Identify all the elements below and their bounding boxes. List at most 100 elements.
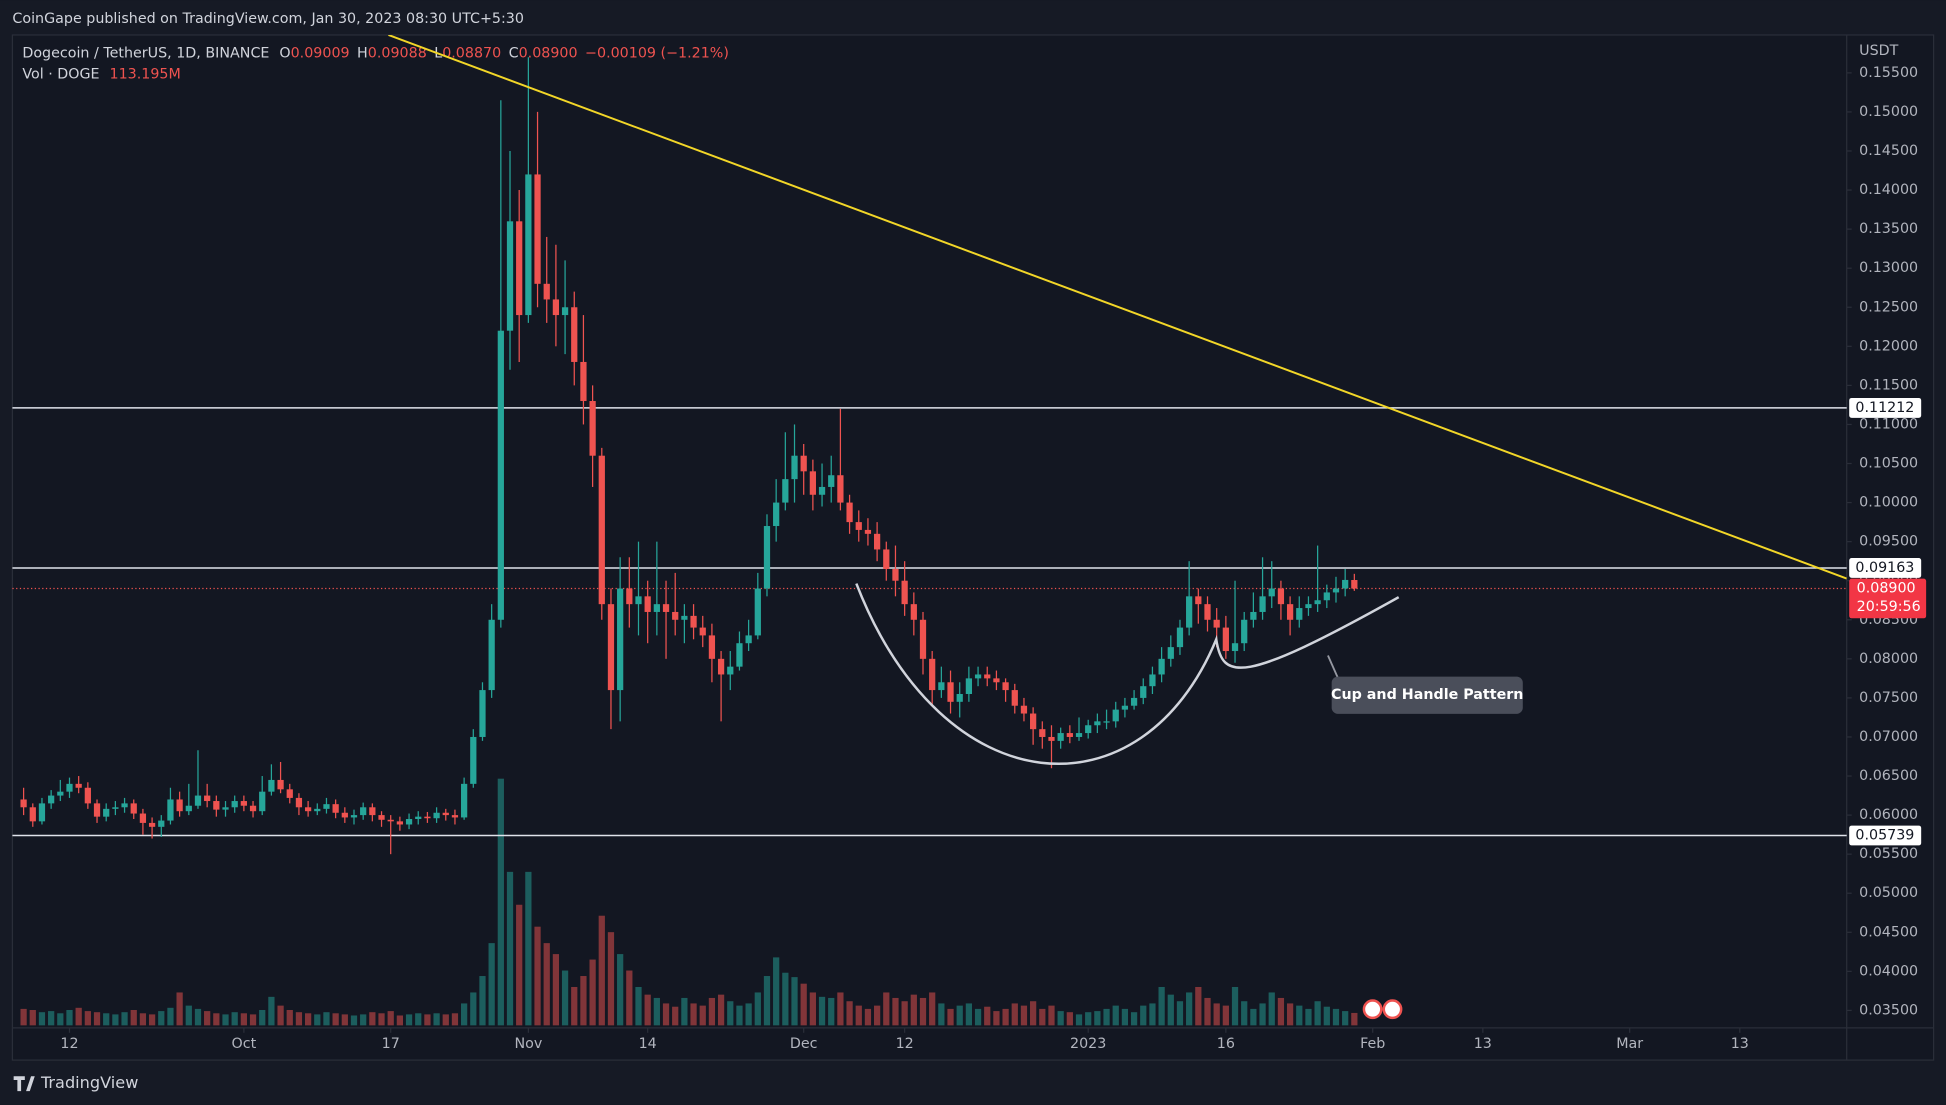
volume-bar (617, 954, 624, 1026)
volume-bar (947, 1008, 954, 1026)
candle-body (314, 808, 321, 812)
candle-body (112, 807, 119, 809)
candle-body (84, 787, 91, 804)
candle-body (892, 568, 899, 581)
volume-bar (167, 1007, 174, 1026)
volume-bar (1250, 1008, 1257, 1026)
candle-body (1066, 733, 1073, 737)
volume-bar (1140, 1005, 1147, 1026)
volume-bar (433, 1013, 440, 1026)
x-tick-label: 12 (896, 1036, 914, 1052)
candle-body (617, 588, 624, 691)
candle-body (864, 529, 872, 534)
candle-body (323, 804, 330, 809)
candle-body (121, 803, 128, 808)
volume-bar (662, 1003, 670, 1026)
volume-bar (48, 1011, 55, 1026)
candle-body (249, 805, 257, 812)
volume-bar (1296, 1005, 1303, 1026)
candle-body (497, 330, 504, 620)
volume-bar (1103, 1008, 1110, 1026)
candle-body (130, 803, 137, 814)
candle-body (1075, 733, 1083, 737)
volume-bar (534, 926, 541, 1026)
volume-bar (745, 1003, 752, 1026)
volume-bar (956, 1005, 963, 1026)
volume-bar (561, 970, 569, 1026)
candle-body (451, 815, 459, 818)
y-tick-label: 0.05000 (1859, 885, 1918, 901)
candle-body (763, 526, 771, 589)
volume-bar (1323, 1006, 1330, 1026)
volume-bar (910, 994, 917, 1026)
volume-bar (1085, 1012, 1092, 1026)
candle-body (470, 736, 477, 784)
volume-bar (901, 1001, 908, 1026)
volume-bar (1351, 1012, 1358, 1026)
volume-bar (919, 997, 927, 1026)
volume-bar (139, 1013, 147, 1026)
volume-bar (488, 943, 495, 1026)
candle-body (1167, 647, 1174, 659)
volume-bar (717, 994, 725, 1026)
volume-bar (1011, 1003, 1018, 1026)
x-tick-label: 17 (382, 1036, 400, 1052)
candle-body (268, 779, 275, 792)
level-label-box (1849, 825, 1922, 846)
volume-bar (1130, 1012, 1138, 1026)
candle-body (1314, 600, 1321, 605)
candle-body (1241, 619, 1248, 644)
volume-bar (378, 1013, 385, 1026)
candle-body (158, 820, 165, 827)
y-tick-label: 0.14500 (1859, 143, 1918, 159)
volume-bar (461, 1003, 468, 1026)
volume-bar (1094, 1011, 1101, 1026)
candle-body (607, 604, 615, 691)
candle-body (1149, 674, 1156, 687)
candle-body (1048, 736, 1055, 741)
candle-body (552, 299, 560, 316)
candle-body (378, 815, 385, 820)
y-tick-label: 0.12500 (1859, 299, 1918, 315)
candle-body (424, 816, 431, 819)
volume-bar (984, 1006, 991, 1026)
volume-bar (75, 1007, 82, 1026)
volume-bar (1048, 1005, 1055, 1026)
candle-body (442, 812, 449, 816)
volume-bar (1039, 1008, 1046, 1026)
volume-bar (699, 1005, 706, 1026)
candle-body (534, 174, 541, 284)
candle-body (1030, 713, 1037, 730)
volume-bar (29, 1010, 36, 1026)
candle-body (681, 615, 688, 620)
candle-body (791, 455, 798, 480)
volume-bar (974, 1008, 982, 1026)
candle-body (1103, 721, 1110, 723)
candle-body (644, 596, 651, 612)
y-tick-label: 0.11000 (1859, 416, 1918, 432)
volume-bar (873, 1005, 881, 1026)
volume-bar (1305, 1008, 1312, 1026)
candle-body (736, 643, 743, 667)
candle-body (782, 479, 789, 503)
volume-bar (1277, 997, 1285, 1026)
candle-body (580, 361, 587, 402)
volume-bar (112, 1014, 119, 1026)
candle-body (20, 799, 27, 808)
volume-value: 113.195M (110, 67, 181, 83)
candle-body (1204, 604, 1211, 620)
volume-bar (672, 1006, 679, 1026)
volume-bar (240, 1013, 247, 1026)
volume-bar (506, 871, 514, 1026)
candle-body (405, 819, 413, 825)
candle-body (341, 812, 348, 818)
candle-body (1296, 608, 1303, 620)
y-tick-label: 0.06000 (1859, 807, 1918, 823)
brand: TradingView (13, 1073, 138, 1092)
candle-body (167, 799, 174, 821)
candle-body (194, 795, 202, 806)
volume-bar (892, 997, 899, 1026)
candle-body (727, 666, 734, 675)
x-tick-label: Dec (790, 1036, 818, 1052)
